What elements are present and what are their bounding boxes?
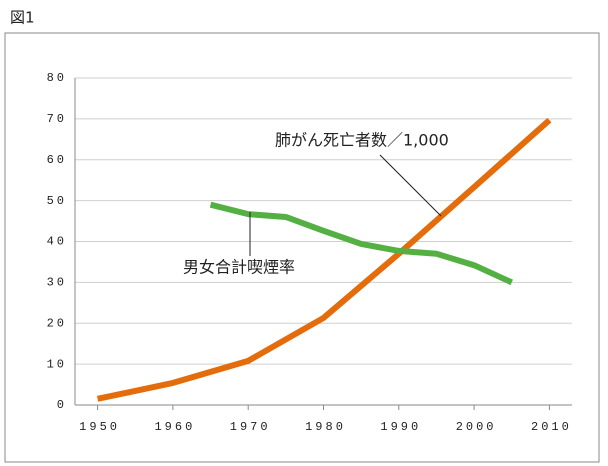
y-tick-label: 10 xyxy=(47,357,67,371)
x-tick-label: 1990 xyxy=(380,420,421,434)
leader-line xyxy=(379,154,442,217)
x-tick-label: 1950 xyxy=(79,420,120,434)
series-annotation: 男女合計喫煙率 xyxy=(183,258,295,277)
series-annotation: 肺がん死亡者数／1,000 xyxy=(275,131,449,150)
y-tick-label: 20 xyxy=(47,316,67,330)
chart-frame xyxy=(4,32,600,463)
series-line xyxy=(96,117,552,402)
y-tick-label: 60 xyxy=(47,153,67,167)
figure-label: 図1 xyxy=(10,9,35,27)
x-tick-label: 1970 xyxy=(230,420,271,434)
series-line xyxy=(209,201,514,286)
y-tick-label: 80 xyxy=(47,71,67,85)
x-tick-label: 1960 xyxy=(154,420,195,434)
y-tick-label: 0 xyxy=(57,398,67,412)
y-tick-label: 70 xyxy=(47,112,67,126)
y-tick-label: 40 xyxy=(47,235,67,249)
y-tick-label: 30 xyxy=(47,276,67,290)
x-tick-label: 1980 xyxy=(305,420,346,434)
y-tick-label: 50 xyxy=(47,194,67,208)
x-tick-label: 2000 xyxy=(456,420,497,434)
x-tick-label: 2010 xyxy=(531,420,572,434)
